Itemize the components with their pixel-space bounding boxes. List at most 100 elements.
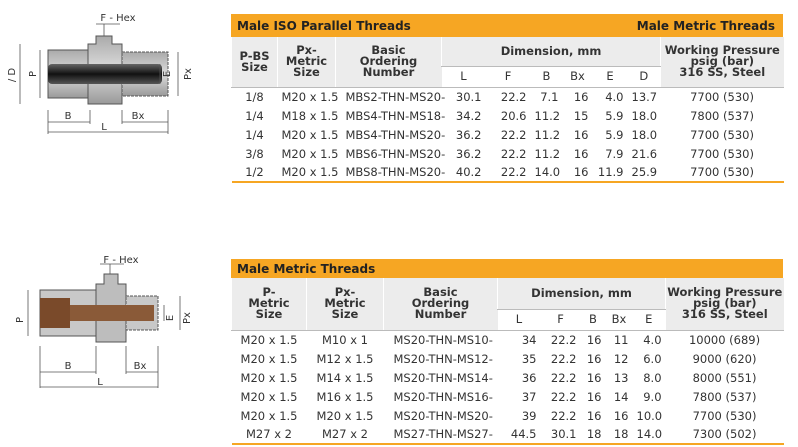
table-row: 1/4 M20 x 1.5 MBS4-THN-MS20- 36.2 22.2 11.2 16… bbox=[232, 125, 784, 144]
cell: MBS8-THN-MS20- bbox=[335, 163, 445, 183]
cell: 4.0 bbox=[643, 332, 662, 347]
cell: 12 bbox=[613, 351, 629, 366]
cell: 18.0 bbox=[631, 108, 658, 123]
table-row: M20 x 1.5 M12 x 1.5 MS20-THN-MS12- 35 22.2 16… bbox=[232, 349, 784, 368]
cell: 40.2 bbox=[441, 163, 486, 183]
cell: 14.0 bbox=[530, 163, 563, 183]
label: Bx bbox=[132, 111, 145, 122]
cell: M20 x 1.5 bbox=[240, 389, 298, 404]
cell: M10 x 1 bbox=[322, 332, 368, 347]
cell: 7700 (530) bbox=[690, 127, 754, 142]
data-table: P-BS Size Px- Metric Size Basic Ordering N… bbox=[231, 37, 784, 183]
cell: 30.1 bbox=[455, 89, 482, 104]
column-header: P- Metric Size bbox=[231, 278, 307, 331]
cell: 22.2 bbox=[550, 351, 577, 366]
label: F - Hex bbox=[100, 13, 135, 24]
cell: MS20-THN-MS20- bbox=[393, 408, 493, 423]
cell: 14.0 bbox=[632, 425, 666, 445]
cell: 7700 (530) bbox=[692, 408, 757, 423]
cell: M20 x 1.5 bbox=[240, 351, 298, 366]
cell: M20 x 1.5 bbox=[281, 89, 339, 104]
title-bar: Male ISO Parallel Threads Male Metric Thr… bbox=[231, 14, 783, 37]
cell: 37 bbox=[521, 389, 537, 404]
cell: 9000 (620) bbox=[692, 351, 757, 366]
label: Px bbox=[183, 68, 194, 80]
cell: M20 x 1.5 bbox=[240, 370, 298, 385]
cell: 22.2 bbox=[500, 146, 527, 161]
cell: 22.2 bbox=[550, 332, 577, 347]
cell: 36 bbox=[521, 370, 537, 385]
cell: 22.2 bbox=[550, 389, 577, 404]
cell: 7700 (530) bbox=[690, 146, 754, 161]
cell: 30.1 bbox=[540, 425, 581, 445]
table-row: M27 x 2 M27 x 2 MS27-THN-MS27- 44.5 30.1 18 18… bbox=[231, 425, 784, 445]
cell: 16 bbox=[586, 389, 602, 404]
cell: M20 x 1.5 bbox=[281, 127, 339, 142]
group-header: Dimension, mm bbox=[440, 37, 661, 67]
cell: 16 bbox=[573, 146, 589, 161]
table-row: 1/2 M20 x 1.5 MBS8-THN-MS20- 40.2 22.2 14.0 16… bbox=[231, 163, 784, 183]
cell: 25.9 bbox=[627, 163, 661, 183]
cell: 39 bbox=[521, 408, 537, 423]
cell: M20 x 1.5 bbox=[240, 332, 298, 347]
sub-header: F bbox=[540, 308, 581, 331]
cell: M20 x 1.5 bbox=[240, 408, 298, 423]
cell: 22.2 bbox=[485, 163, 531, 183]
cell: 18.0 bbox=[631, 127, 658, 142]
cell: 16 bbox=[586, 332, 602, 347]
column-header: Basic Ordering Number bbox=[383, 278, 498, 331]
cell: 3/8 bbox=[245, 146, 264, 161]
table-title-right: Male Metric Threads bbox=[636, 18, 775, 33]
cell: MBS6-THN-MS20- bbox=[345, 146, 446, 161]
sub-header: L bbox=[441, 65, 486, 88]
cell: M27 x 2 bbox=[231, 425, 307, 445]
label: L bbox=[101, 122, 107, 133]
cell: MBS2-THN-MS20- bbox=[345, 89, 446, 104]
cell: 11.2 bbox=[534, 146, 561, 161]
table-title: Male ISO Parallel Threads bbox=[237, 18, 411, 33]
label: Px bbox=[182, 312, 193, 324]
cell: M20 x 1.5 bbox=[316, 408, 374, 423]
cell: 16 bbox=[573, 89, 589, 104]
cell: M27 x 2 bbox=[306, 425, 384, 445]
cell: M16 x 1.5 bbox=[316, 389, 374, 404]
cell: MS20-THN-MS10- bbox=[393, 332, 493, 347]
cell: 7800 (537) bbox=[692, 389, 757, 404]
column-header: Working Pressure psig (bar) 316 SS, Stee… bbox=[660, 37, 784, 88]
cell: MS20-THN-MS14- bbox=[393, 370, 493, 385]
header-row: P-BS Size Px- Metric Size Basic Ordering N… bbox=[231, 37, 784, 88]
cell: 22.2 bbox=[550, 408, 577, 423]
label: B bbox=[65, 111, 72, 122]
cell: 15 bbox=[573, 108, 589, 123]
table: Male ISO Parallel Threads Male Metric Thr… bbox=[231, 14, 784, 183]
cell: 36.2 bbox=[455, 146, 482, 161]
label: P bbox=[28, 71, 39, 77]
cell: 13.7 bbox=[631, 89, 658, 104]
cell: 11.9 bbox=[592, 163, 628, 183]
column-header: P-BS Size bbox=[231, 37, 278, 88]
header-row: P- Metric Size Px- Metric Size Basic Order… bbox=[231, 278, 784, 331]
sub-header: B bbox=[580, 308, 606, 331]
cell: 35 bbox=[521, 351, 537, 366]
cell: 13 bbox=[613, 370, 629, 385]
label: P bbox=[15, 317, 26, 323]
sub-header: L bbox=[497, 308, 541, 331]
cell: 7700 (530) bbox=[690, 89, 754, 104]
cell: MS20-THN-MS12- bbox=[393, 351, 493, 366]
cell: 7700 (530) bbox=[660, 163, 784, 183]
title-bar: Male Metric Threads bbox=[231, 259, 783, 278]
cell: 20.6 bbox=[500, 108, 527, 123]
table-row: M20 x 1.5 M16 x 1.5 MS20-THN-MS16- 37 22.2 16… bbox=[232, 387, 784, 406]
cell: 4.0 bbox=[605, 89, 624, 104]
label: L bbox=[97, 377, 103, 388]
cell: 1/4 bbox=[245, 127, 264, 142]
cell: 7.1 bbox=[540, 89, 559, 104]
cell: 6.0 bbox=[643, 351, 662, 366]
label: / D bbox=[7, 68, 18, 83]
cell: 16 bbox=[586, 408, 602, 423]
cell: 11.2 bbox=[534, 108, 561, 123]
cell: 16 bbox=[573, 127, 589, 142]
sub-header: F bbox=[485, 65, 531, 88]
label: B bbox=[65, 361, 72, 372]
